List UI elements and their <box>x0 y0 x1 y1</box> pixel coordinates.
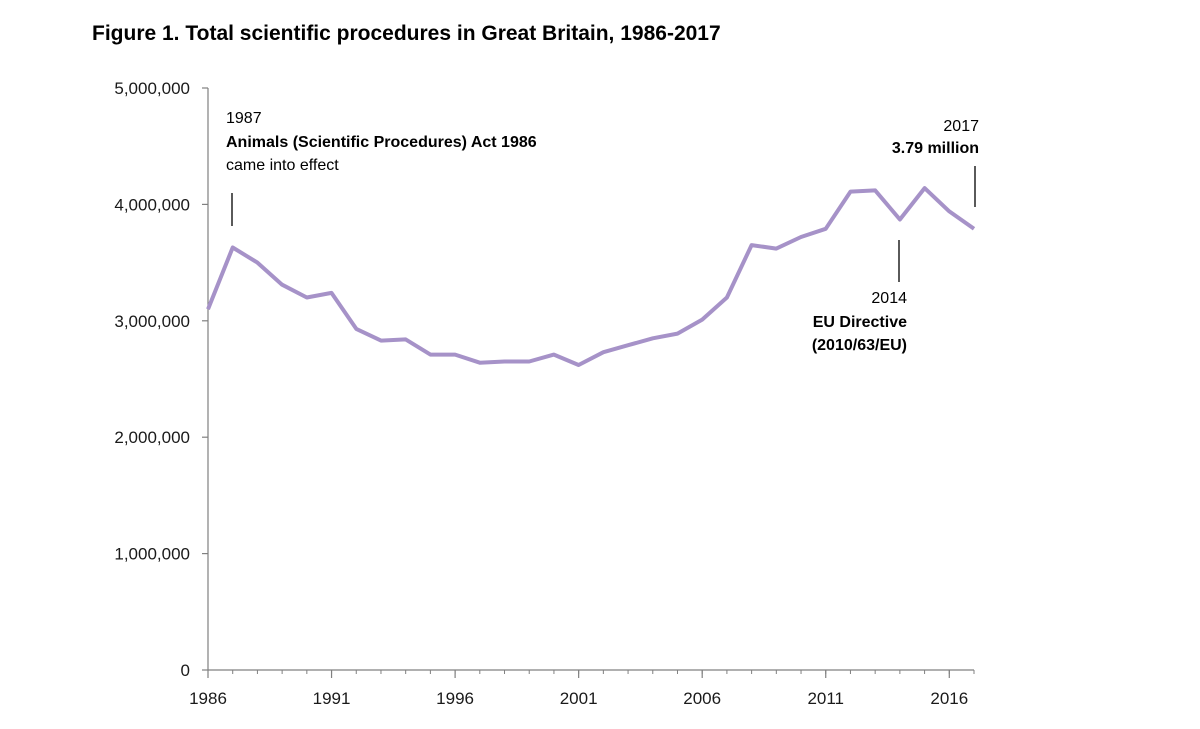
annotation-act-1986: 1987 Animals (Scientific Procedures) Act… <box>226 110 537 226</box>
data-point-2016 <box>947 209 951 213</box>
annotation-eu-directive-ref: (2010/63/EU) <box>812 337 907 354</box>
data-point-1991 <box>330 291 334 295</box>
x-tick-label: 2001 <box>560 689 598 708</box>
y-tick-label: 5,000,000 <box>114 79 190 98</box>
data-point-2002 <box>601 350 605 354</box>
data-point-1999 <box>527 360 531 364</box>
data-point-2008 <box>750 243 754 247</box>
chart-title: Figure 1. Total scientific procedures in… <box>92 22 721 45</box>
data-point-2007 <box>725 296 729 300</box>
annotation-latest-2017: 2017 3.79 million <box>892 118 979 207</box>
annotation-act-1986-year: 1987 <box>226 110 262 127</box>
annotation-eu-directive-title: EU Directive <box>813 314 907 331</box>
data-point-2001 <box>577 363 581 367</box>
data-point-1995 <box>428 353 432 357</box>
series-layer <box>206 186 976 367</box>
data-point-1996 <box>453 353 457 357</box>
data-point-2004 <box>651 336 655 340</box>
data-point-1997 <box>478 361 482 365</box>
data-point-2015 <box>923 186 927 190</box>
data-point-1988 <box>255 261 259 265</box>
annotations: 1987 Animals (Scientific Procedures) Act… <box>226 110 979 354</box>
data-point-2005 <box>676 332 680 336</box>
x-tick-label: 2006 <box>683 689 721 708</box>
x-tick-label: 2016 <box>930 689 968 708</box>
y-tick-label: 4,000,000 <box>114 195 190 214</box>
x-tick-label: 1996 <box>436 689 474 708</box>
data-point-1992 <box>354 327 358 331</box>
y-tick-label: 0 <box>181 661 190 680</box>
data-point-1994 <box>404 337 408 341</box>
data-point-2017 <box>972 227 976 231</box>
data-point-2003 <box>626 343 630 347</box>
data-point-1990 <box>305 296 309 300</box>
data-point-1986 <box>206 307 210 311</box>
x-tick-label: 1986 <box>189 689 227 708</box>
data-point-2000 <box>552 353 556 357</box>
data-point-2014 <box>898 218 902 222</box>
annotation-act-1986-note: came into effect <box>226 157 339 174</box>
annotation-eu-directive-year: 2014 <box>871 290 907 307</box>
annotation-eu-directive: 2014 EU Directive (2010/63/EU) <box>812 240 907 354</box>
data-point-2011 <box>824 227 828 231</box>
y-tick-label: 2,000,000 <box>114 428 190 447</box>
data-point-1989 <box>280 283 284 287</box>
data-point-1987 <box>231 246 235 250</box>
data-point-2009 <box>774 247 778 251</box>
y-tick-label: 1,000,000 <box>114 545 190 564</box>
x-tick-label: 2011 <box>807 689 844 708</box>
series-line <box>206 186 976 367</box>
data-point-2012 <box>849 190 853 194</box>
data-point-2013 <box>873 188 877 192</box>
annotation-latest-2017-value: 3.79 million <box>892 140 979 157</box>
annotation-act-1986-title: Animals (Scientific Procedures) Act 1986 <box>226 134 537 151</box>
data-point-2006 <box>700 318 704 322</box>
y-tick-label: 3,000,000 <box>114 312 190 331</box>
x-tick-label: 1991 <box>313 689 351 708</box>
data-point-1998 <box>503 360 507 364</box>
data-point-1993 <box>379 339 383 343</box>
annotation-latest-2017-year: 2017 <box>943 118 979 135</box>
axes: 0 1,000,000 2,000,000 3,000,000 4,000,000 5,0… <box>114 79 975 708</box>
data-point-2010 <box>799 235 803 239</box>
